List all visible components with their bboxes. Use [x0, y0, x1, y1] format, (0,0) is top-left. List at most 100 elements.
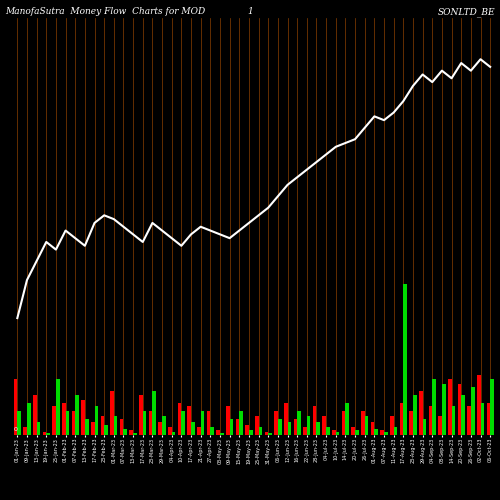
Bar — [216, 430, 220, 435]
Bar — [33, 396, 36, 435]
Bar — [307, 416, 310, 435]
Bar — [374, 428, 378, 435]
Bar — [178, 404, 182, 435]
Bar — [404, 284, 407, 435]
Bar — [246, 426, 249, 435]
Bar — [380, 430, 384, 435]
Bar — [342, 411, 345, 435]
Bar — [72, 411, 75, 435]
Bar — [27, 404, 30, 435]
Bar — [149, 411, 152, 435]
Bar — [152, 390, 156, 435]
Bar — [410, 411, 413, 435]
Bar — [428, 406, 432, 435]
Bar — [18, 411, 21, 435]
Bar — [168, 427, 172, 435]
Bar — [297, 411, 301, 435]
Bar — [390, 416, 394, 435]
Bar — [226, 406, 230, 435]
Bar — [467, 406, 471, 435]
Bar — [370, 422, 374, 435]
Text: 0: 0 — [14, 426, 18, 432]
Bar — [124, 428, 127, 435]
Bar — [361, 411, 364, 435]
Bar — [384, 432, 388, 435]
Bar — [191, 422, 194, 435]
Bar — [458, 384, 461, 435]
Bar — [236, 419, 240, 435]
Bar — [490, 380, 494, 435]
Bar — [240, 411, 243, 435]
Bar — [85, 419, 88, 435]
Bar — [326, 427, 330, 435]
Bar — [355, 430, 358, 435]
Bar — [268, 434, 272, 435]
Bar — [438, 416, 442, 435]
Bar — [316, 422, 320, 435]
Bar — [432, 380, 436, 435]
Bar — [36, 422, 40, 435]
Bar — [480, 404, 484, 435]
Text: ManofaSutra  Money Flow  Charts for MOD: ManofaSutra Money Flow Charts for MOD — [5, 8, 205, 16]
Bar — [42, 432, 46, 435]
Bar — [471, 388, 474, 435]
Bar — [313, 406, 316, 435]
Bar — [249, 430, 252, 435]
Bar — [66, 411, 69, 435]
Bar — [400, 404, 404, 435]
Bar — [461, 396, 465, 435]
Bar — [413, 396, 416, 435]
Bar — [143, 411, 146, 435]
Bar — [278, 419, 281, 435]
Bar — [442, 384, 446, 435]
Bar — [120, 419, 124, 435]
Bar — [158, 422, 162, 435]
Bar — [452, 406, 455, 435]
Bar — [364, 416, 368, 435]
Bar — [284, 404, 288, 435]
Bar — [274, 411, 278, 435]
Text: 1: 1 — [247, 8, 253, 16]
Bar — [419, 390, 422, 435]
Bar — [197, 427, 200, 435]
Bar — [182, 411, 185, 435]
Bar — [264, 432, 268, 435]
Text: SONLTD_BE: SONLTD_BE — [438, 8, 495, 17]
Bar — [303, 427, 307, 435]
Bar — [200, 411, 204, 435]
Bar — [346, 404, 349, 435]
Bar — [172, 432, 175, 435]
Bar — [46, 434, 50, 435]
Bar — [110, 390, 114, 435]
Bar — [394, 427, 398, 435]
Bar — [162, 416, 166, 435]
Bar — [24, 427, 27, 435]
Bar — [477, 374, 480, 435]
Bar — [14, 380, 18, 435]
Bar — [62, 404, 66, 435]
Bar — [258, 427, 262, 435]
Bar — [94, 406, 98, 435]
Bar — [336, 432, 340, 435]
Bar — [130, 430, 133, 435]
Bar — [486, 404, 490, 435]
Bar — [332, 430, 336, 435]
Bar — [52, 406, 56, 435]
Bar — [422, 419, 426, 435]
Bar — [188, 406, 191, 435]
Bar — [322, 416, 326, 435]
Bar — [230, 419, 234, 435]
Bar — [56, 380, 59, 435]
Bar — [114, 416, 117, 435]
Bar — [255, 416, 258, 435]
Bar — [104, 426, 108, 435]
Bar — [352, 427, 355, 435]
Bar — [139, 396, 143, 435]
Bar — [133, 434, 137, 435]
Bar — [81, 400, 85, 435]
Bar — [294, 419, 297, 435]
Bar — [288, 422, 291, 435]
Bar — [206, 411, 210, 435]
Bar — [75, 396, 79, 435]
Bar — [100, 416, 104, 435]
